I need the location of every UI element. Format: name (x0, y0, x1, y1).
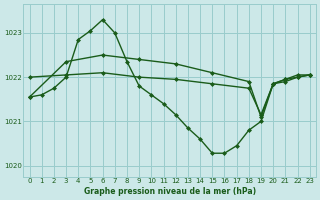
X-axis label: Graphe pression niveau de la mer (hPa): Graphe pression niveau de la mer (hPa) (84, 187, 256, 196)
